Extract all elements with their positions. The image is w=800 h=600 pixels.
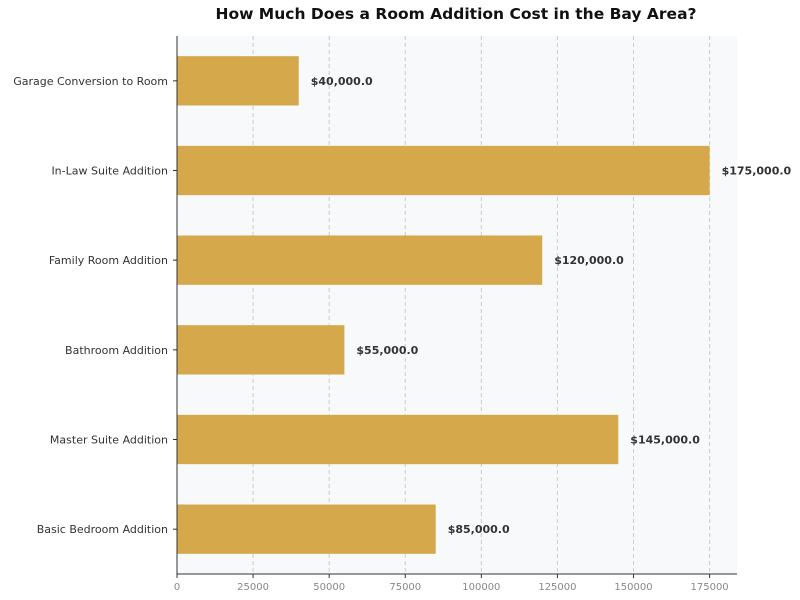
value-label: $145,000.0 [630, 434, 700, 447]
x-tick-label: 150000 [614, 582, 652, 593]
bar [177, 414, 619, 465]
value-label: $40,000.0 [311, 75, 373, 88]
chart-title: How Much Does a Room Addition Cost in th… [215, 5, 697, 23]
grid-lines [252, 36, 711, 574]
x-tick-label: 50000 [313, 582, 345, 593]
bar [177, 504, 436, 554]
x-ticks: 0 25000 50000 75000 100000 125000 150000 175000 [174, 574, 729, 593]
x-tick-label: 175000 [691, 582, 729, 593]
x-tick-label: 100000 [462, 582, 500, 593]
value-label: $120,000.0 [554, 254, 624, 267]
category-label: Family Room Addition [49, 254, 168, 267]
value-label: $55,000.0 [356, 344, 418, 357]
category-label: Basic Bedroom Addition [37, 523, 168, 536]
labels: Garage Conversion to Room $40,000.0 In-Law… [13, 75, 791, 536]
category-label: Garage Conversion to Room [13, 75, 168, 88]
bar [177, 145, 710, 196]
value-label: $175,000.0 [722, 165, 792, 178]
bars [177, 56, 710, 554]
bar [177, 56, 299, 106]
x-tick-label: 0 [174, 582, 180, 593]
category-label: In-Law Suite Addition [51, 165, 168, 178]
value-label: $85,000.0 [448, 523, 510, 536]
x-tick-label: 75000 [389, 582, 421, 593]
bar [177, 235, 543, 285]
category-label: Bathroom Addition [65, 344, 168, 357]
category-label: Master Suite Addition [50, 434, 168, 447]
bar [177, 325, 345, 375]
plot-background [177, 36, 737, 574]
x-tick-label: 25000 [237, 582, 269, 593]
x-tick-label: 125000 [538, 582, 576, 593]
